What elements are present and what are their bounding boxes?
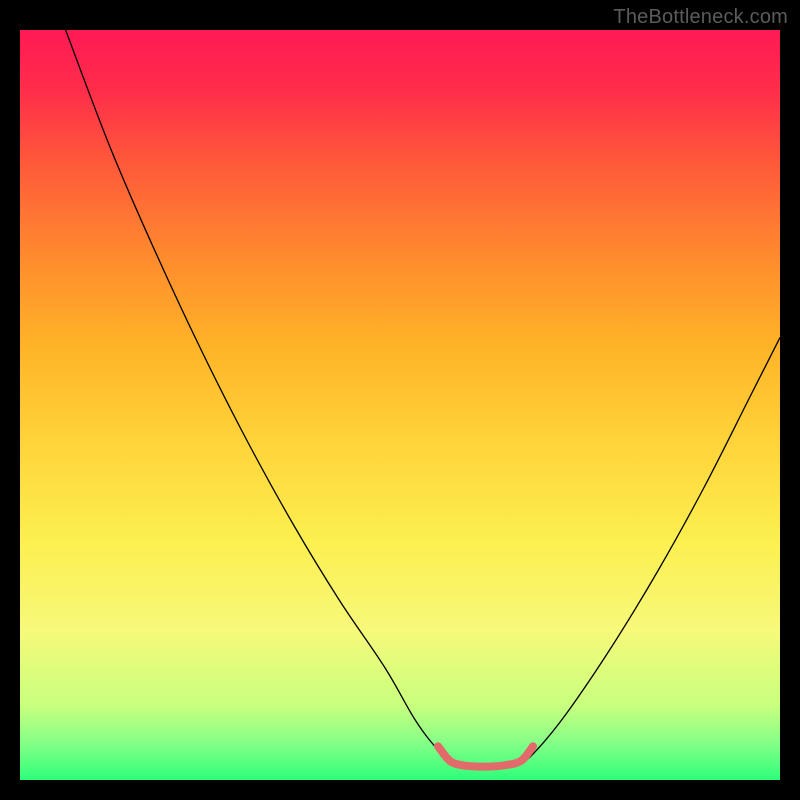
- gradient-background: [20, 30, 780, 780]
- watermark-text: TheBottleneck.com: [613, 6, 788, 29]
- plot-area: [20, 30, 780, 780]
- chart-container: TheBottleneck.com: [0, 0, 800, 800]
- plot-svg: [20, 30, 780, 780]
